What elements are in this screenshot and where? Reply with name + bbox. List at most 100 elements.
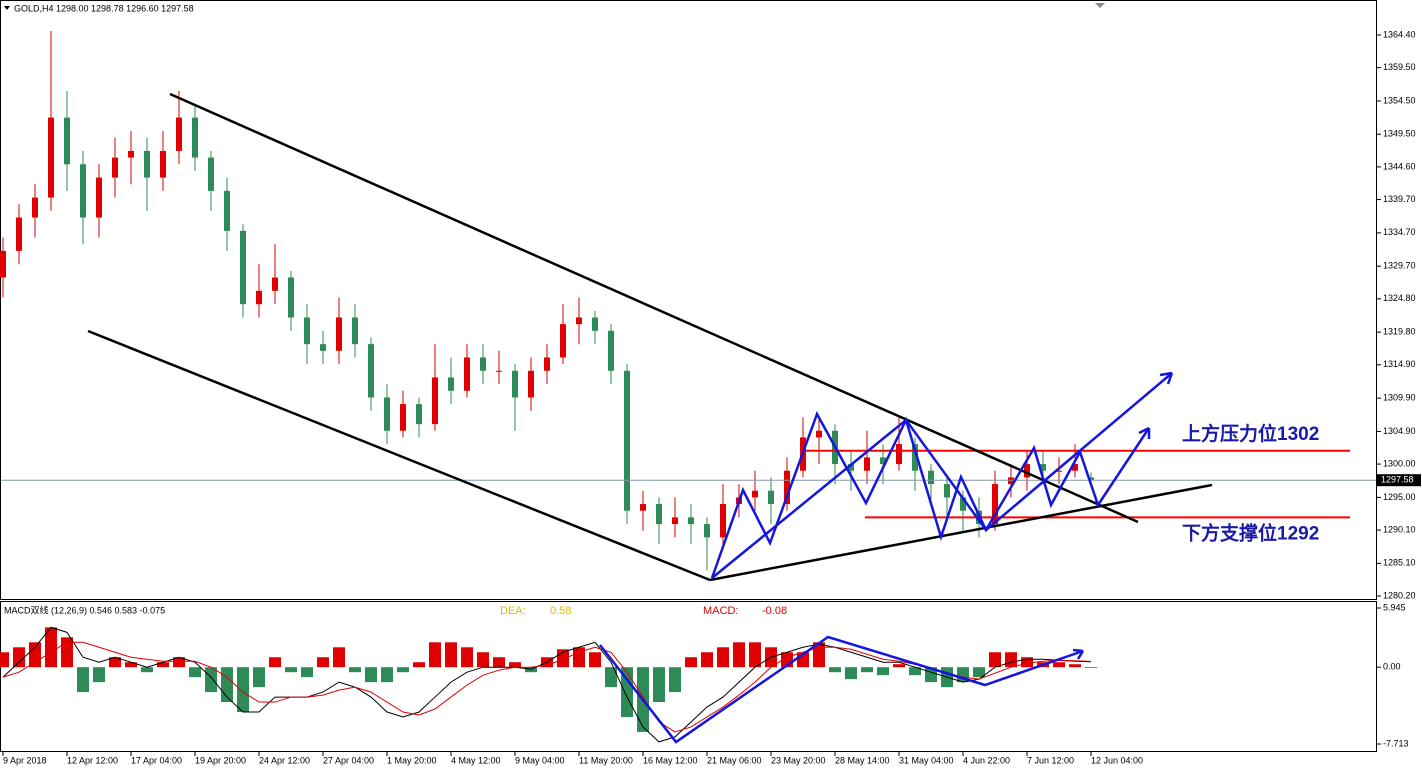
y-tick-label: 1290.10 [1383, 524, 1416, 534]
macd-bar [301, 667, 313, 678]
macd-bar [29, 642, 41, 668]
candle-body [720, 504, 726, 538]
candle-body [80, 164, 86, 218]
macd-label: MACD: [703, 605, 738, 617]
macd-bar [205, 667, 217, 693]
y-tick-label: 1364.40 [1383, 29, 1416, 39]
candle-body [592, 317, 598, 331]
level-label: 下方支撑位1292 [1182, 521, 1319, 544]
x-tick-label: 28 May 14:00 [835, 755, 890, 765]
candle-body [608, 330, 614, 371]
candle-body [560, 324, 566, 358]
candle-body [112, 157, 118, 178]
last-price-box [1377, 474, 1421, 487]
macd-bar [989, 652, 1001, 668]
candle-body [960, 497, 966, 511]
macd-bar [413, 662, 425, 668]
y-tick-label: 1324.80 [1383, 293, 1416, 303]
menu-arrow[interactable] [4, 6, 10, 10]
candle-body [0, 250, 6, 278]
candle-body [864, 457, 870, 471]
candle-body [752, 490, 758, 498]
level-label: 上方压力位1302 [1182, 422, 1319, 445]
candle-body [320, 344, 326, 351]
macd-bar [1085, 667, 1097, 668]
candle-body [640, 504, 646, 511]
macd-wave [599, 635, 1084, 744]
candle-body [784, 470, 790, 505]
candle-body [912, 444, 918, 471]
macd-bar [509, 662, 521, 668]
macd-bar [333, 647, 345, 668]
macd-bar [317, 657, 329, 668]
candle-body [336, 317, 342, 351]
candle-body [992, 484, 998, 525]
candle-body [400, 404, 406, 431]
candle-body [128, 150, 134, 158]
macd-bar [61, 637, 73, 668]
macd-bar [381, 667, 393, 683]
x-tick-label: 4 May 12:00 [451, 755, 501, 765]
macd-bar [141, 667, 153, 673]
candle-body [64, 117, 70, 165]
candle-body [368, 344, 374, 398]
y-tick-label: 1349.50 [1383, 129, 1416, 139]
candle-body [32, 197, 38, 218]
macd-bar [621, 667, 633, 717]
candle-body [448, 377, 454, 391]
last-price-label: 1297.58 [1381, 475, 1414, 485]
macd-bar [237, 667, 249, 713]
x-tick-label: 17 Apr 04:00 [131, 755, 182, 765]
candle-body [544, 357, 550, 371]
arrow-head [1138, 371, 1174, 439]
y-tick-label: 1329.70 [1383, 261, 1416, 271]
y-tick-label: 1314.90 [1383, 359, 1416, 369]
candle-body [304, 317, 310, 345]
macd-bar [429, 642, 441, 668]
macd-bar [653, 667, 665, 703]
y-tick-label: 1295.00 [1383, 492, 1416, 502]
macd-bar [493, 657, 505, 668]
macd-bar [173, 657, 185, 668]
x-tick-label: 12 Jun 04:00 [1091, 755, 1143, 765]
macd-bar [1069, 664, 1081, 668]
y-tick-label: 1359.50 [1383, 62, 1416, 72]
macd-bar [125, 662, 137, 668]
macd-bar [285, 667, 297, 673]
candle-body [896, 444, 902, 465]
y-tick-label: 0.00 [1383, 662, 1401, 672]
x-tick-label: 7 Jun 12:00 [1027, 755, 1074, 765]
macd-bar [669, 667, 681, 693]
macd-bar [589, 652, 601, 668]
macd-bar [45, 627, 57, 668]
macd-bar [189, 667, 201, 678]
candle-body [480, 357, 486, 371]
candle-body [1088, 477, 1094, 481]
candle-body [192, 117, 198, 158]
wave-line [711, 372, 1173, 579]
candle-body [288, 277, 294, 318]
candle-body [416, 404, 422, 425]
macd-bar [909, 667, 921, 676]
price-panel [0, 0, 1377, 600]
trend-line [87, 329, 711, 582]
candle-body [96, 177, 102, 218]
candle-body [352, 317, 358, 345]
candle-body [496, 370, 502, 372]
zigzag [710, 410, 1151, 579]
candle-body [1056, 470, 1062, 472]
candle-body [1024, 464, 1030, 478]
candle-body [272, 277, 278, 291]
candle-body [384, 397, 390, 431]
macd-bar [461, 647, 473, 668]
candle-body [144, 150, 150, 178]
trend-line [169, 92, 1139, 524]
y-tick-label: 1354.50 [1383, 95, 1416, 105]
trend-lines [87, 92, 1213, 582]
macd-bar [349, 667, 361, 673]
macd-bar [13, 647, 25, 668]
macd-bar [1005, 652, 1017, 668]
macd-value: -0.08 [762, 605, 787, 617]
